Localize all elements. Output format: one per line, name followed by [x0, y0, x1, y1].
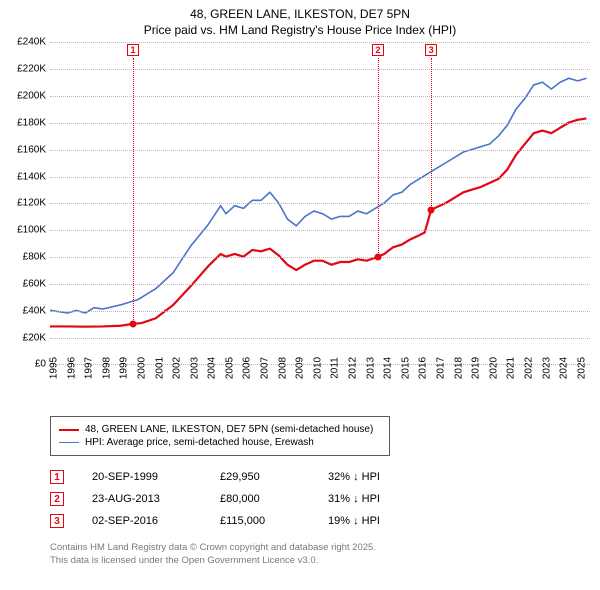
- x-axis-label: 1998: [101, 357, 112, 379]
- x-axis-label: 2005: [224, 357, 235, 379]
- x-axis-label: 2003: [189, 357, 200, 379]
- x-axis-label: 1995: [49, 357, 60, 379]
- x-axis-label: 2019: [471, 357, 482, 379]
- legend: 48, GREEN LANE, ILKESTON, DE7 5PN (semi-…: [50, 416, 390, 456]
- chart-container: 48, GREEN LANE, ILKESTON, DE7 5PN Price …: [0, 0, 600, 590]
- gridline-h: [50, 123, 590, 124]
- gridline-h: [50, 203, 590, 204]
- legend-label: 48, GREEN LANE, ILKESTON, DE7 5PN (semi-…: [85, 424, 373, 435]
- x-axis-label: 2002: [172, 357, 183, 379]
- footer-note: Contains HM Land Registry data © Crown c…: [50, 542, 590, 567]
- legend-row: HPI: Average price, semi-detached house,…: [59, 436, 381, 449]
- y-axis-label: £220K: [10, 64, 46, 75]
- x-axis-label: 2011: [330, 358, 341, 380]
- x-axis-label: 1999: [119, 357, 130, 379]
- sales-marker-num: 2: [50, 492, 64, 506]
- gridline-h: [50, 42, 590, 43]
- x-axis-label: 2010: [312, 357, 323, 379]
- x-axis-label: 2012: [348, 357, 359, 379]
- footer-line-1: Contains HM Land Registry data © Crown c…: [50, 542, 590, 554]
- gridline-h: [50, 69, 590, 70]
- sale-marker-dot: [375, 254, 382, 261]
- x-axis-label: 1997: [84, 357, 95, 379]
- x-axis-label: 2015: [400, 357, 411, 379]
- y-axis-label: £120K: [10, 198, 46, 209]
- x-axis-label: 2023: [541, 357, 552, 379]
- sale-marker-box: 2: [372, 44, 384, 56]
- footer-line-2: This data is licensed under the Open Gov…: [50, 555, 590, 567]
- gridline-h: [50, 177, 590, 178]
- sale-marker-box: 3: [425, 44, 437, 56]
- plot-area: £0£20K£40K£60K£80K£100K£120K£140K£160K£1…: [50, 42, 590, 364]
- x-axis-label: 2013: [365, 357, 376, 379]
- legend-row: 48, GREEN LANE, ILKESTON, DE7 5PN (semi-…: [59, 423, 381, 436]
- x-axis-label: 2017: [435, 357, 446, 379]
- legend-label: HPI: Average price, semi-detached house,…: [85, 437, 314, 448]
- x-axis-label: 2001: [154, 357, 165, 379]
- sales-marker-num: 1: [50, 470, 64, 484]
- gridline-h: [50, 284, 590, 285]
- legend-swatch: [59, 442, 79, 443]
- sales-table-row: 2 23-AUG-2013 £80,000 31% ↓ HPI: [50, 488, 590, 510]
- gridline-h: [50, 230, 590, 231]
- sales-marker-num: 3: [50, 514, 64, 528]
- y-axis-label: £60K: [10, 278, 46, 289]
- x-axis-label: 1996: [66, 357, 77, 379]
- x-axis-label: 2018: [453, 357, 464, 379]
- sales-diff: 32% ↓ HPI: [328, 471, 418, 483]
- y-axis-label: £100K: [10, 225, 46, 236]
- sale-marker-dot: [428, 207, 435, 214]
- x-axis-label: 2022: [523, 357, 534, 379]
- sales-price: £115,000: [220, 515, 300, 527]
- sale-marker-dot: [130, 321, 137, 328]
- y-axis-label: £180K: [10, 117, 46, 128]
- x-axis-label: 2004: [207, 357, 218, 379]
- sales-table-row: 1 20-SEP-1999 £29,950 32% ↓ HPI: [50, 466, 590, 488]
- x-axis-label: 2006: [242, 357, 253, 379]
- gridline-h: [50, 311, 590, 312]
- gridline-h: [50, 150, 590, 151]
- sales-date: 02-SEP-2016: [92, 515, 192, 527]
- y-axis-label: £200K: [10, 91, 46, 102]
- legend-swatch: [59, 429, 79, 431]
- sales-table: 1 20-SEP-1999 £29,950 32% ↓ HPI 2 23-AUG-2013…: [50, 466, 590, 532]
- y-axis-label: £40K: [10, 305, 46, 316]
- series-hpi: [50, 79, 586, 314]
- x-axis-label: 2016: [418, 357, 429, 379]
- x-axis-label: 2021: [506, 357, 517, 379]
- sales-diff: 19% ↓ HPI: [328, 515, 418, 527]
- x-axis-label: 2007: [260, 357, 271, 379]
- y-axis-label: £140K: [10, 171, 46, 182]
- y-axis-label: £160K: [10, 144, 46, 155]
- x-axis-label: 2025: [576, 357, 587, 379]
- sale-marker-line: [378, 58, 379, 257]
- chart-title: 48, GREEN LANE, ILKESTON, DE7 5PN Price …: [10, 6, 590, 38]
- title-line-1: 48, GREEN LANE, ILKESTON, DE7 5PN: [10, 6, 590, 22]
- x-axis-ticks: 1995199619971998199920002001200220032004…: [50, 364, 590, 410]
- y-axis-label: £80K: [10, 252, 46, 263]
- sales-table-row: 3 02-SEP-2016 £115,000 19% ↓ HPI: [50, 510, 590, 532]
- sales-price: £80,000: [220, 493, 300, 505]
- sales-date: 20-SEP-1999: [92, 471, 192, 483]
- sale-marker-line: [133, 58, 134, 324]
- title-line-2: Price paid vs. HM Land Registry's House …: [10, 22, 590, 38]
- sales-date: 23-AUG-2013: [92, 493, 192, 505]
- sales-price: £29,950: [220, 471, 300, 483]
- x-axis-label: 2020: [488, 357, 499, 379]
- sale-marker-line: [431, 58, 432, 210]
- gridline-h: [50, 257, 590, 258]
- gridline-h: [50, 96, 590, 97]
- y-axis-label: £20K: [10, 332, 46, 343]
- x-axis-label: 2009: [295, 357, 306, 379]
- sale-marker-box: 1: [127, 44, 139, 56]
- y-axis-label: £240K: [10, 37, 46, 48]
- x-axis-label: 2000: [136, 357, 147, 379]
- x-axis-label: 2008: [277, 357, 288, 379]
- sales-diff: 31% ↓ HPI: [328, 493, 418, 505]
- x-axis-label: 2014: [383, 357, 394, 379]
- x-axis-label: 2024: [559, 357, 570, 379]
- gridline-h: [50, 338, 590, 339]
- y-axis-label: £0: [10, 359, 46, 370]
